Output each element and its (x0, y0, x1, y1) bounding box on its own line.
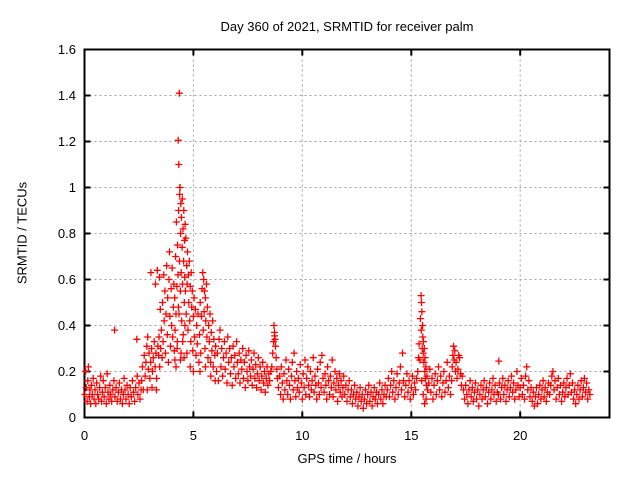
x-tick-label: 0 (81, 428, 88, 443)
chart-title: Day 360 of 2021, SRMTID for receiver pal… (220, 19, 474, 34)
y-tick-label: 0.6 (58, 272, 76, 287)
gridlines (84, 49, 610, 418)
x-tick-label: 10 (295, 428, 309, 443)
x-tick-label: 20 (513, 428, 527, 443)
y-tick-label: 0.2 (58, 364, 76, 379)
y-tick-label: 0.8 (58, 226, 76, 241)
scatter-points (81, 89, 594, 412)
y-tick-label: 0 (69, 410, 76, 425)
y-tick-label: 0.4 (58, 318, 76, 333)
y-tick-label: 1.2 (58, 134, 76, 149)
x-tick-label: 15 (404, 428, 418, 443)
y-tick-label: 1.6 (58, 42, 76, 57)
x-tick-label: 5 (190, 428, 197, 443)
x-axis-label: GPS time / hours (297, 451, 397, 466)
y-tick-label: 1.4 (58, 88, 76, 103)
y-tick-label: 1 (69, 180, 76, 195)
